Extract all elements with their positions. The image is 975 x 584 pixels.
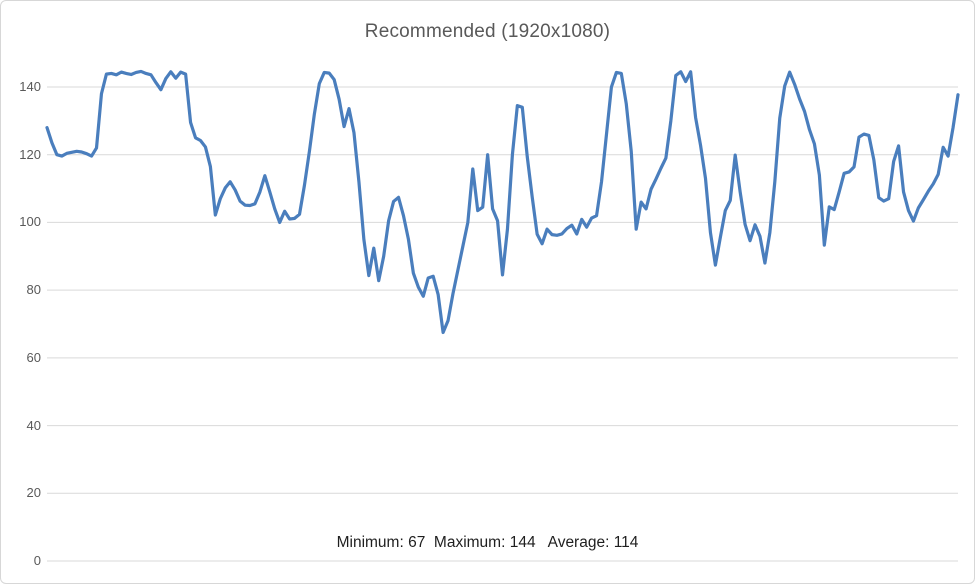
chart-title: Recommended (1920x1080) (364, 21, 611, 42)
y-axis-tick-label: 80 (26, 282, 41, 298)
y-axis-tick-label: 40 (26, 417, 41, 433)
y-axis-tick-label: 20 (26, 485, 41, 501)
y-axis-tick-label: 140 (19, 79, 41, 94)
y-axis-tick-label: 120 (19, 146, 41, 162)
y-axis-tick-label: 100 (19, 214, 41, 230)
y-axis-tick-label: 0 (33, 553, 41, 568)
series-group (45, 69, 960, 335)
y-axis-tick-label: 60 (26, 349, 41, 365)
series-line (45, 69, 960, 335)
gridlines-group (47, 86, 958, 562)
summary-stats-text: Minimum: 67 Maximum: 144 Average: 114 (336, 534, 639, 551)
